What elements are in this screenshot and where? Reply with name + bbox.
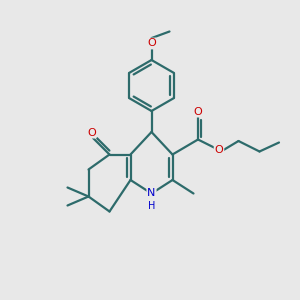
Text: H: H bbox=[148, 201, 155, 211]
Text: N: N bbox=[147, 188, 156, 199]
Text: O: O bbox=[214, 145, 224, 155]
Text: O: O bbox=[87, 128, 96, 138]
Text: O: O bbox=[147, 38, 156, 49]
Text: O: O bbox=[194, 106, 202, 117]
